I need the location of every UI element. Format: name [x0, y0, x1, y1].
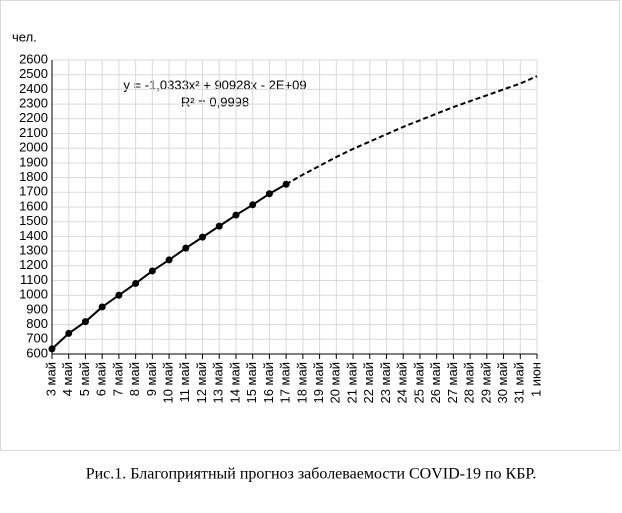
y-tick-label: 900 [26, 301, 48, 316]
marker [65, 329, 73, 337]
y-tick-label: 1300 [19, 243, 48, 258]
x-tick-label: 28 май [462, 362, 477, 404]
y-tick-label: 2400 [19, 81, 48, 96]
y-tick-label: 1800 [19, 169, 48, 184]
x-tick-label: 8 май [127, 362, 142, 396]
marker [232, 211, 240, 219]
x-tick-label: 29 май [478, 362, 493, 404]
x-tick-label: 24 май [395, 362, 410, 404]
r-squared: R² = 0,9998 [181, 94, 249, 109]
x-tick-label: 21 май [344, 362, 359, 404]
x-tick-label: 1 июн [528, 362, 543, 397]
x-tick-label: 14 май [227, 362, 242, 404]
x-tick-label: 12 май [194, 362, 209, 404]
y-tick-label: 2500 [19, 66, 48, 81]
x-tick-label: 31 май [512, 362, 527, 404]
x-tick-label: 20 май [328, 362, 343, 404]
marker [215, 222, 223, 230]
x-tick-label: 5 май [77, 362, 92, 396]
caption: Рис.1. Благоприятный прогноз заболеваемо… [86, 466, 537, 483]
marker [165, 256, 173, 264]
y-tick-label: 2100 [19, 125, 48, 140]
y-tick-label: 1400 [19, 228, 48, 243]
marker [199, 233, 207, 241]
y-tick-label: 2200 [19, 110, 48, 125]
y-tick-label: 1200 [19, 257, 48, 272]
x-tick-label: 25 май [411, 362, 426, 404]
x-tick-label: 11 май [177, 362, 192, 403]
x-tick-label: 19 май [311, 362, 326, 404]
y-tick-label: 1100 [20, 272, 48, 287]
marker [81, 318, 89, 326]
x-tick-label: 18 май [294, 362, 309, 404]
marker [115, 291, 123, 299]
x-tick-label: 6 май [94, 362, 109, 396]
equation: y = -1,0333x² + 90928x - 2E+09 [123, 77, 306, 92]
marker [98, 303, 106, 311]
x-tick-label: 27 май [445, 362, 460, 404]
x-tick-label: 3 май [43, 362, 58, 396]
y-tick-label: 1500 [19, 213, 48, 228]
x-tick-label: 22 май [361, 362, 376, 404]
trend-line [285, 75, 538, 186]
marker [182, 244, 190, 252]
y-tick-label: 700 [26, 331, 48, 346]
x-tick-label: 30 май [495, 362, 510, 404]
y-tick-label: 2000 [19, 140, 48, 155]
y-tick-label: 600 [26, 345, 48, 360]
x-tick-label: 7 май [110, 362, 125, 396]
y-tick-label: 800 [26, 316, 48, 331]
y-tick-label: 1000 [19, 287, 48, 302]
chart-border [0, 0, 620, 451]
x-tick-label: 13 май [211, 362, 226, 404]
x-tick-label: 15 май [244, 362, 259, 404]
x-tick-label: 23 май [378, 362, 393, 404]
x-tick-label: 4 май [60, 362, 75, 396]
y-tick-label: 1900 [19, 154, 48, 169]
marker [148, 267, 156, 275]
y-tick-label: 2300 [19, 96, 48, 111]
marker [265, 190, 273, 198]
marker [48, 345, 56, 353]
y-tick-label: 1600 [19, 198, 48, 213]
x-tick-label: 10 май [161, 362, 176, 404]
x-tick-label: 16 май [261, 362, 276, 404]
marker [249, 201, 257, 209]
y-tick-label: 2600 [19, 51, 48, 66]
marker [132, 279, 140, 287]
y-tick-label: 1700 [19, 184, 48, 199]
x-tick-label: 17 май [278, 362, 293, 404]
x-tick-label: 26 май [428, 362, 443, 404]
x-tick-label: 9 май [144, 362, 159, 396]
y-axis-label: чел. [12, 29, 37, 44]
